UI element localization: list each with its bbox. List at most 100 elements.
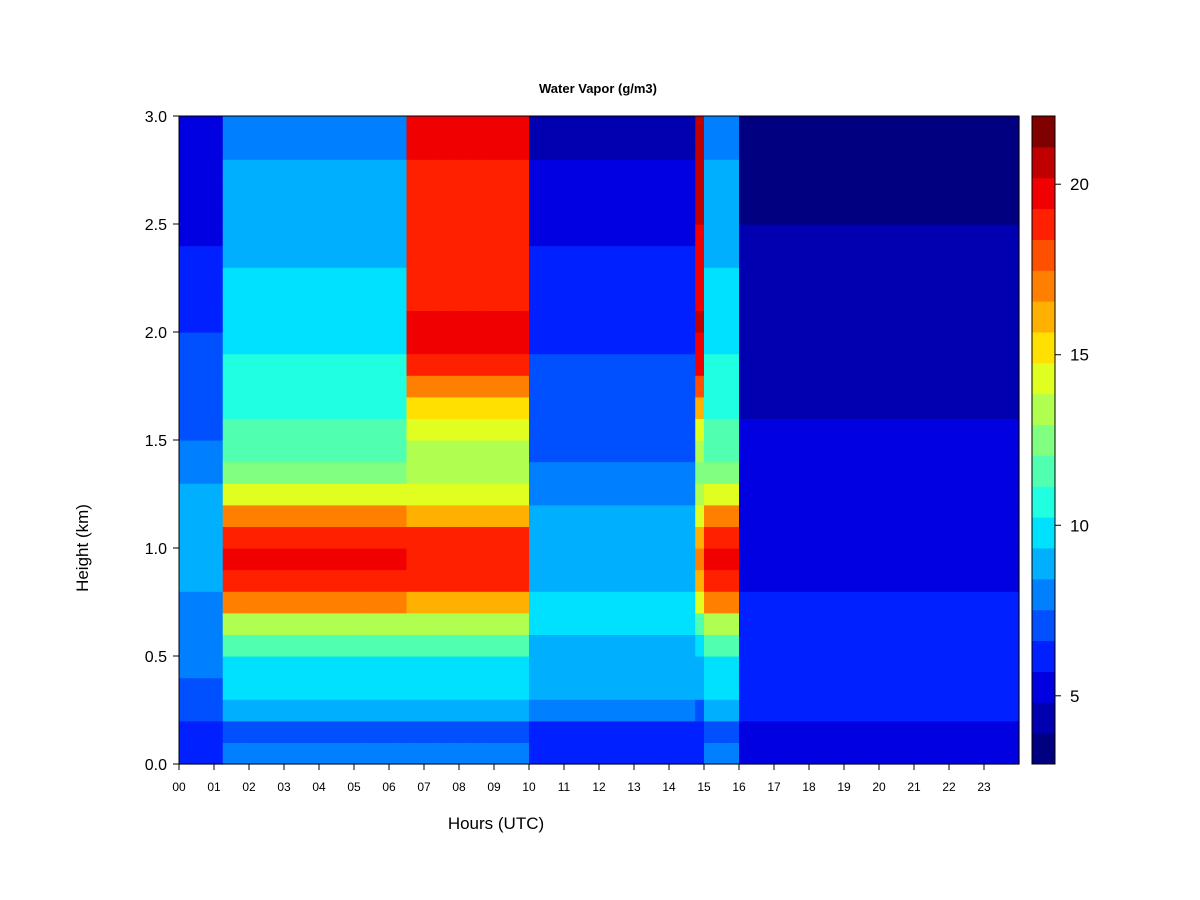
- heatmap-cell: [371, 418, 390, 441]
- heatmap-cell: [704, 591, 714, 614]
- heatmap-cell: [406, 440, 416, 463]
- heatmap-cell: [406, 180, 416, 203]
- heatmap-cell: [529, 396, 548, 419]
- heatmap-cell: [467, 742, 478, 765]
- heatmap-cell: [389, 267, 399, 290]
- heatmap-cell: [415, 224, 425, 247]
- heatmap-cell: [371, 267, 390, 290]
- heatmap-cell: [756, 612, 775, 635]
- heatmap-cell: [599, 202, 635, 225]
- heatmap-cell: [695, 569, 702, 592]
- heatmap-cell: [756, 310, 775, 333]
- heatmap-cell: [844, 116, 880, 139]
- heatmap-cell: [774, 332, 810, 355]
- heatmap-cell: [949, 245, 985, 268]
- colorbar-swatch: [1032, 239, 1055, 271]
- heatmap-cell: [949, 569, 985, 592]
- heatmap-cell: [669, 720, 688, 743]
- heatmap-cell: [397, 677, 408, 700]
- colorbar-swatch: [1032, 455, 1055, 487]
- heatmap-cell: [879, 310, 915, 333]
- heatmap-cell: [686, 634, 696, 657]
- heatmap-cell: [476, 440, 486, 463]
- heatmap-cell: [879, 634, 915, 657]
- heatmap-cell: [249, 591, 268, 614]
- heatmap-cell: [914, 569, 950, 592]
- heatmap-cell: [467, 332, 478, 355]
- heatmap-cell: [231, 461, 241, 484]
- heatmap-cell: [319, 656, 338, 679]
- heatmap-cell: [336, 288, 355, 311]
- x-tick-label: 07: [417, 780, 431, 794]
- heatmap-cell: [686, 137, 696, 160]
- heatmap-cell: [441, 504, 451, 527]
- heatmap-cell: [669, 288, 688, 311]
- heatmap-cell: [721, 720, 731, 743]
- heatmap-cell: [336, 224, 355, 247]
- heatmap-cell: [354, 440, 364, 463]
- heatmap-cell: [546, 742, 565, 765]
- heatmap-cell: [389, 612, 399, 635]
- heatmap-cell: [599, 548, 635, 571]
- heatmap-cell: [354, 483, 364, 506]
- heatmap-cell: [546, 159, 565, 182]
- heatmap-cell: [564, 483, 600, 506]
- heatmap-cell: [441, 288, 451, 311]
- heatmap-cell: [712, 504, 723, 527]
- heatmap-cell: [634, 461, 670, 484]
- heatmap-cell: [739, 483, 758, 506]
- heatmap-cell: [222, 288, 233, 311]
- heatmap-cell: [695, 332, 702, 355]
- heatmap-cell: [914, 720, 950, 743]
- heatmap-cell: [914, 742, 950, 765]
- heatmap-cell: [196, 720, 215, 743]
- heatmap-cell: [319, 699, 338, 722]
- heatmap-cell: [914, 504, 950, 527]
- heatmap-cell: [467, 116, 478, 139]
- heatmap-cell: [222, 569, 233, 592]
- heatmap-cell: [284, 180, 303, 203]
- heatmap-cell: [844, 440, 880, 463]
- heatmap-cell: [485, 353, 495, 376]
- heatmap-cell: [511, 548, 521, 571]
- heatmap-cell: [520, 353, 530, 376]
- heatmap-cell: [362, 418, 373, 441]
- heatmap-cell: [301, 569, 320, 592]
- heatmap-cell: [529, 137, 548, 160]
- heatmap-cell: [389, 202, 399, 225]
- heatmap-cell: [371, 591, 390, 614]
- heatmap-cell: [301, 288, 320, 311]
- heatmap-cell: [459, 224, 469, 247]
- heatmap-cell: [686, 677, 696, 700]
- heatmap-cell: [432, 180, 443, 203]
- heatmap-cell: [249, 267, 268, 290]
- heatmap-cell: [511, 742, 521, 765]
- heatmap-cell: [564, 267, 600, 290]
- heatmap-cell: [700, 526, 705, 549]
- heatmap-cell: [336, 159, 355, 182]
- heatmap-cell: [222, 677, 233, 700]
- heatmap-cell: [686, 245, 696, 268]
- heatmap-cell: [669, 375, 688, 398]
- heatmap-cell: [730, 267, 740, 290]
- heatmap-cell: [179, 353, 198, 376]
- heatmap-cell: [266, 288, 285, 311]
- heatmap-cell: [704, 569, 714, 592]
- heatmap-cell: [301, 375, 320, 398]
- heatmap-cell: [397, 483, 408, 506]
- heatmap-cell: [700, 375, 705, 398]
- heatmap-cell: [564, 310, 600, 333]
- heatmap-cell: [214, 224, 224, 247]
- heatmap-cell: [336, 353, 355, 376]
- heatmap-cell: [354, 526, 364, 549]
- heatmap-cell: [459, 569, 469, 592]
- heatmap-cell: [196, 742, 215, 765]
- heatmap-cell: [774, 137, 810, 160]
- heatmap-cell: [564, 396, 600, 419]
- heatmap-cell: [774, 310, 810, 333]
- heatmap-cell: [354, 504, 364, 527]
- heatmap-cell: [196, 267, 215, 290]
- x-tick-label: 22: [942, 780, 956, 794]
- heatmap-cell: [196, 656, 215, 679]
- heatmap-cell: [397, 245, 408, 268]
